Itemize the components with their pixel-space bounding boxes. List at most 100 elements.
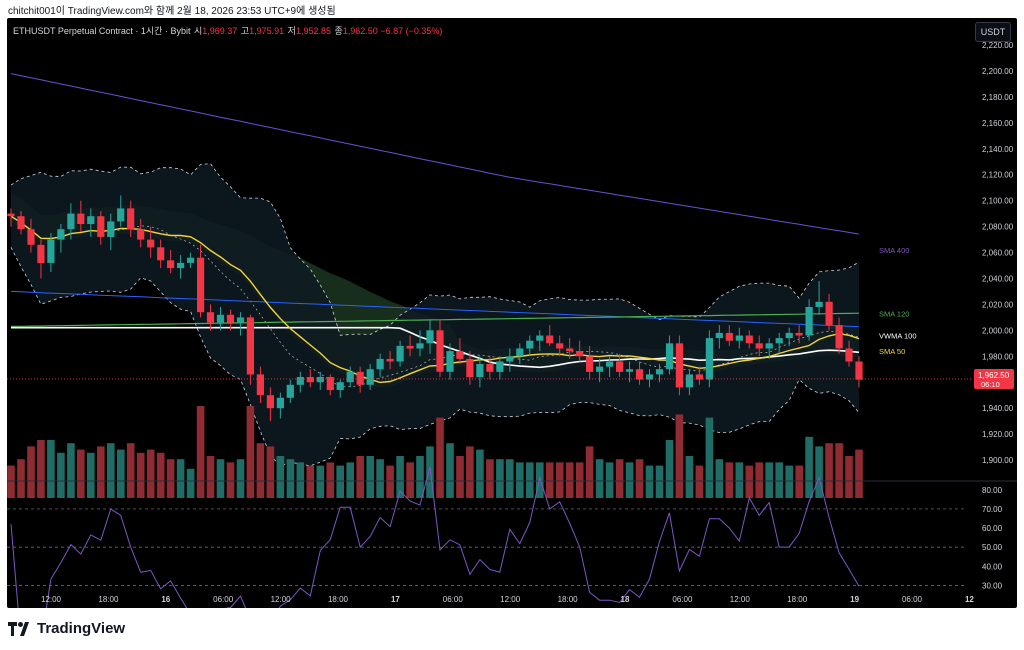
- candle-body: [206, 312, 215, 323]
- volume-bar: [97, 446, 105, 498]
- y-tick-label: 2,080.00: [982, 223, 1014, 232]
- volume-bar: [176, 459, 185, 498]
- volume-bar: [107, 443, 115, 498]
- y-tick-label: 2,100.00: [982, 197, 1014, 206]
- volume-bar: [87, 452, 95, 498]
- indicator-label: VWMA 100: [879, 332, 917, 341]
- candle-body: [97, 216, 105, 237]
- candle-body: [855, 361, 863, 380]
- candle-body: [226, 314, 235, 323]
- x-tick-label: 18:00: [328, 595, 349, 604]
- volume-bar: [555, 462, 564, 498]
- volume-bar: [17, 459, 25, 498]
- chart-svg[interactable]: 2,220.00 2,200.00 2,180.00 2,160.00 2,140.00…: [7, 18, 1017, 608]
- volume-bar: [446, 443, 454, 498]
- candle-body: [546, 335, 554, 344]
- y-tick-label: 2,180.00: [982, 93, 1014, 102]
- indicator-label: SMA 400: [879, 246, 909, 255]
- close-label: 종: [334, 26, 343, 36]
- candle-body: [705, 338, 713, 380]
- volume-bar: [745, 465, 754, 498]
- y-tick-label: 1,940.00: [982, 404, 1014, 413]
- rsi-tick-label: 40.00: [982, 562, 1003, 571]
- candle-body: [745, 335, 753, 344]
- volume-bar: [496, 459, 504, 498]
- candle-body: [157, 247, 165, 261]
- volume-bar: [526, 462, 534, 498]
- volume-bar: [146, 449, 155, 498]
- candle-body: [695, 374, 703, 380]
- candle-body: [396, 345, 404, 362]
- volume-bar: [27, 446, 35, 498]
- price-label-countdown: 06:10: [981, 380, 1000, 389]
- volume-bar: [246, 406, 255, 498]
- tradingview-logo-icon: [8, 621, 29, 636]
- volume-bar: [466, 446, 474, 498]
- candle-body: [386, 358, 394, 362]
- candle-body: [635, 369, 644, 380]
- rsi-tick-label: 80.00: [982, 486, 1003, 495]
- y-tick-label: 2,160.00: [982, 119, 1014, 128]
- low-label: 저: [287, 26, 296, 36]
- volume-bar: [376, 459, 384, 498]
- volume-bar: [47, 440, 55, 498]
- candle-body: [576, 351, 584, 357]
- currency-button[interactable]: USDT: [975, 22, 1011, 42]
- candle-body: [785, 332, 793, 339]
- rsi-tick-label: 60.00: [982, 524, 1003, 533]
- volume-bar: [735, 462, 744, 498]
- candle-body: [616, 361, 624, 372]
- volume-bar: [256, 443, 265, 498]
- bollinger-band-fill: [11, 163, 859, 466]
- volume-bar: [126, 443, 135, 498]
- candle-body: [167, 260, 175, 269]
- symbol-title[interactable]: ETHUSDT Perpetual Contract · 1시간 · Bybit: [13, 26, 191, 36]
- volume-bar: [685, 456, 694, 498]
- candle-body: [276, 397, 284, 409]
- open-label: 시: [193, 26, 203, 36]
- chart-frame[interactable]: 2,220.00 2,200.00 2,180.00 2,160.00 2,140.00…: [7, 18, 1017, 608]
- volume-bar: [516, 462, 524, 498]
- candle-body: [77, 213, 85, 224]
- volume-bar: [386, 465, 394, 498]
- volume-bar: [675, 414, 684, 498]
- volume-bar: [605, 462, 614, 498]
- sma120-line: [10, 312, 860, 327]
- volume-bar: [426, 446, 434, 498]
- candle-body: [765, 343, 773, 349]
- candle-body: [645, 374, 654, 380]
- candle-body: [27, 229, 35, 245]
- x-tick-label: 12:00: [730, 595, 751, 604]
- volume-bar: [655, 465, 664, 498]
- price-label-box: [974, 368, 1014, 389]
- candle-body: [187, 257, 195, 263]
- candle-body: [625, 369, 634, 372]
- indicator-label: SMA 120: [879, 309, 909, 318]
- volume-bar: [476, 449, 484, 498]
- volume-bar: [336, 465, 344, 498]
- sma400-line: [10, 73, 860, 235]
- volume-bar: [396, 456, 404, 498]
- candle-body: [526, 340, 534, 349]
- bollinger-lower: [10, 247, 860, 467]
- candle-body: [376, 358, 384, 370]
- candle-body: [675, 343, 683, 388]
- rsi-tick-label: 30.00: [982, 581, 1003, 590]
- candle-body: [137, 229, 145, 240]
- x-tick-label: 18:00: [558, 595, 579, 604]
- candle-body: [506, 356, 514, 362]
- y-tick-label: 1,920.00: [982, 430, 1014, 439]
- candle-body: [67, 213, 75, 230]
- candle-body: [197, 257, 205, 313]
- candle-body: [266, 395, 274, 409]
- candle-body: [845, 348, 853, 362]
- high-label: 고: [240, 26, 250, 36]
- candle-body: [346, 371, 354, 383]
- volume-bar: [196, 406, 205, 498]
- volume-bar: [276, 456, 285, 498]
- volume-bar: [57, 452, 65, 498]
- y-tick-label: 1,980.00: [982, 352, 1014, 361]
- volume-bar: [436, 417, 444, 498]
- y-tick-label: 2,000.00: [982, 326, 1014, 335]
- tradingview-logo[interactable]: TradingView: [8, 620, 125, 637]
